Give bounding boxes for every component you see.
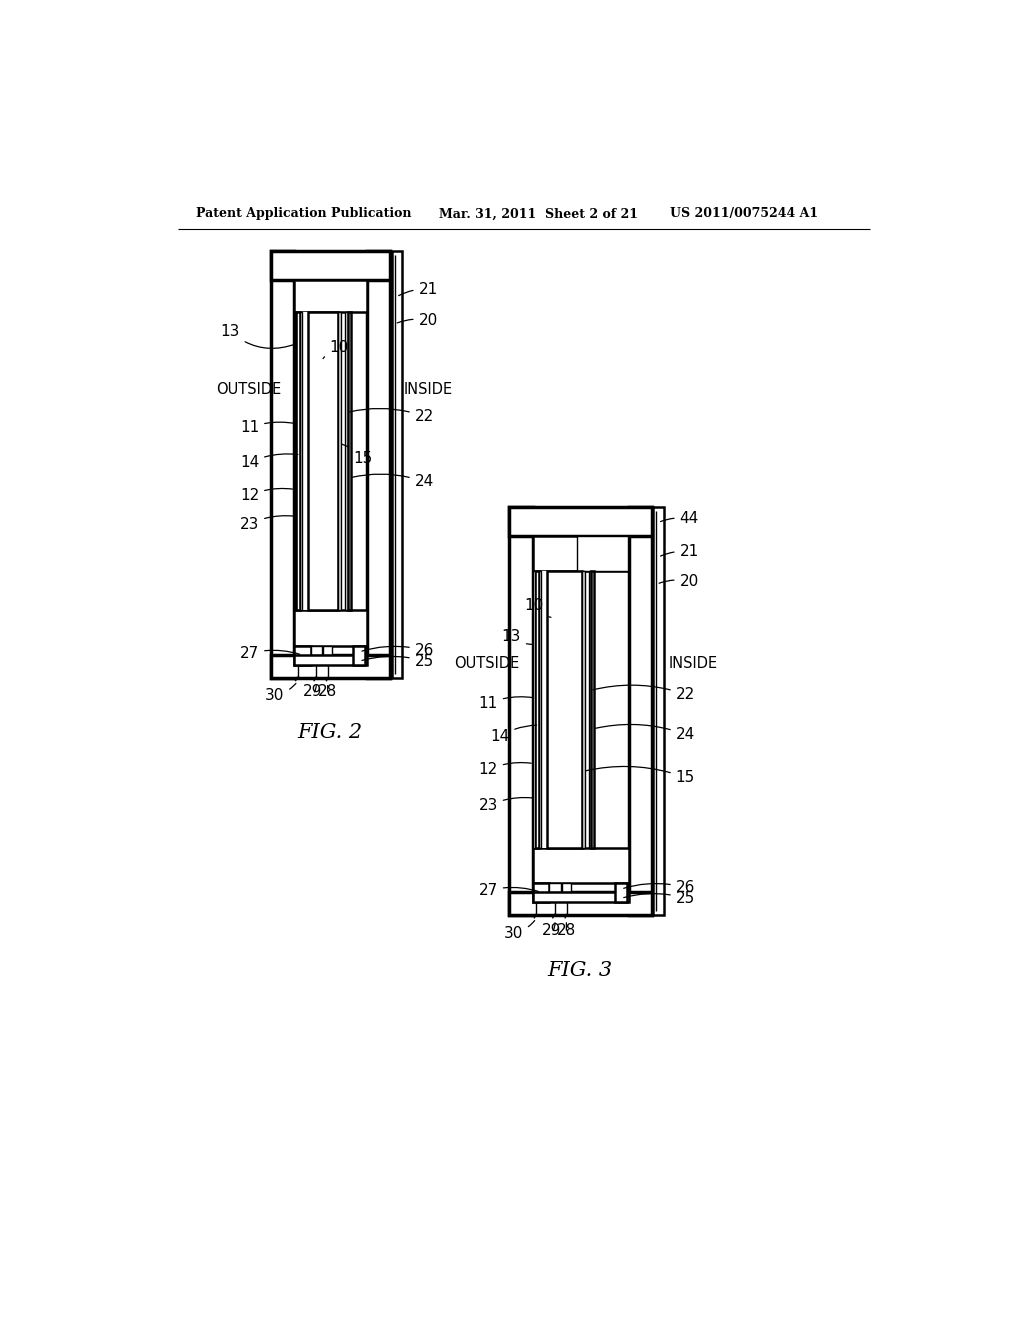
- Bar: [294, 610, 367, 645]
- Text: 29: 29: [542, 923, 561, 937]
- Text: 26: 26: [624, 880, 695, 895]
- Text: 21: 21: [398, 281, 438, 297]
- Bar: [534, 572, 535, 847]
- Text: INSIDE: INSIDE: [669, 656, 718, 671]
- Bar: [653, 507, 665, 915]
- Text: 14: 14: [240, 454, 298, 470]
- Bar: [294, 280, 367, 313]
- Text: 15: 15: [586, 767, 695, 785]
- Bar: [532, 847, 629, 883]
- Bar: [294, 645, 310, 665]
- Bar: [532, 536, 629, 572]
- Text: 10: 10: [323, 339, 348, 359]
- Bar: [348, 313, 351, 610]
- Text: 24: 24: [352, 474, 434, 490]
- Text: 13: 13: [502, 630, 534, 644]
- Text: Mar. 31, 2011  Sheet 2 of 21: Mar. 31, 2011 Sheet 2 of 21: [438, 207, 638, 220]
- Text: 14: 14: [490, 725, 537, 744]
- Text: 27: 27: [240, 645, 300, 661]
- Bar: [345, 313, 348, 610]
- Bar: [391, 251, 401, 678]
- Bar: [353, 645, 366, 665]
- Bar: [294, 655, 367, 665]
- Text: 21: 21: [660, 544, 698, 560]
- Text: 30: 30: [265, 684, 296, 702]
- Text: 29: 29: [303, 684, 323, 698]
- Bar: [295, 313, 296, 610]
- Bar: [550, 883, 561, 892]
- Text: 20: 20: [659, 574, 698, 589]
- Text: FIG. 3: FIG. 3: [548, 961, 612, 981]
- Text: 10: 10: [524, 598, 551, 618]
- Bar: [562, 883, 571, 892]
- Bar: [296, 313, 300, 610]
- Text: US 2011/0075244 A1: US 2011/0075244 A1: [670, 207, 818, 220]
- Text: 20: 20: [397, 313, 438, 327]
- Bar: [532, 892, 629, 903]
- Text: 25: 25: [624, 891, 695, 906]
- Bar: [338, 313, 341, 610]
- Bar: [509, 507, 532, 915]
- Text: OUTSIDE: OUTSIDE: [454, 656, 519, 671]
- Text: 27: 27: [478, 883, 539, 898]
- Text: 22: 22: [593, 685, 695, 702]
- Bar: [532, 883, 550, 903]
- Text: 11: 11: [240, 420, 295, 436]
- Text: 13: 13: [220, 325, 295, 348]
- Bar: [308, 313, 338, 610]
- Bar: [541, 572, 547, 847]
- Bar: [582, 572, 585, 847]
- Bar: [367, 251, 390, 678]
- Bar: [310, 645, 323, 655]
- Bar: [509, 892, 652, 915]
- Bar: [547, 572, 582, 847]
- Bar: [589, 572, 591, 847]
- Bar: [539, 572, 541, 847]
- Text: 28: 28: [557, 923, 577, 937]
- Bar: [509, 507, 652, 536]
- Bar: [629, 507, 652, 915]
- Bar: [578, 536, 628, 572]
- Text: 11: 11: [478, 696, 534, 711]
- Text: 28: 28: [318, 684, 337, 698]
- Text: 23: 23: [240, 516, 294, 532]
- Bar: [302, 313, 308, 610]
- Text: 25: 25: [361, 653, 434, 669]
- Text: 23: 23: [478, 797, 532, 813]
- Text: INSIDE: INSIDE: [404, 381, 453, 397]
- Bar: [591, 572, 594, 847]
- Text: OUTSIDE: OUTSIDE: [216, 381, 282, 397]
- Text: 44: 44: [660, 511, 698, 527]
- Text: Patent Application Publication: Patent Application Publication: [196, 207, 412, 220]
- Bar: [300, 313, 302, 610]
- Bar: [614, 883, 628, 903]
- Text: 15: 15: [342, 444, 373, 466]
- Text: 22: 22: [349, 408, 434, 424]
- Text: FIG. 2: FIG. 2: [297, 722, 362, 742]
- Bar: [270, 655, 390, 678]
- Bar: [270, 251, 294, 678]
- Bar: [535, 572, 539, 847]
- Text: 26: 26: [361, 643, 434, 657]
- Text: 12: 12: [240, 488, 293, 503]
- Text: 30: 30: [504, 920, 535, 941]
- Bar: [323, 645, 333, 655]
- Bar: [270, 251, 390, 280]
- Text: 24: 24: [595, 725, 695, 742]
- Text: 12: 12: [478, 762, 531, 777]
